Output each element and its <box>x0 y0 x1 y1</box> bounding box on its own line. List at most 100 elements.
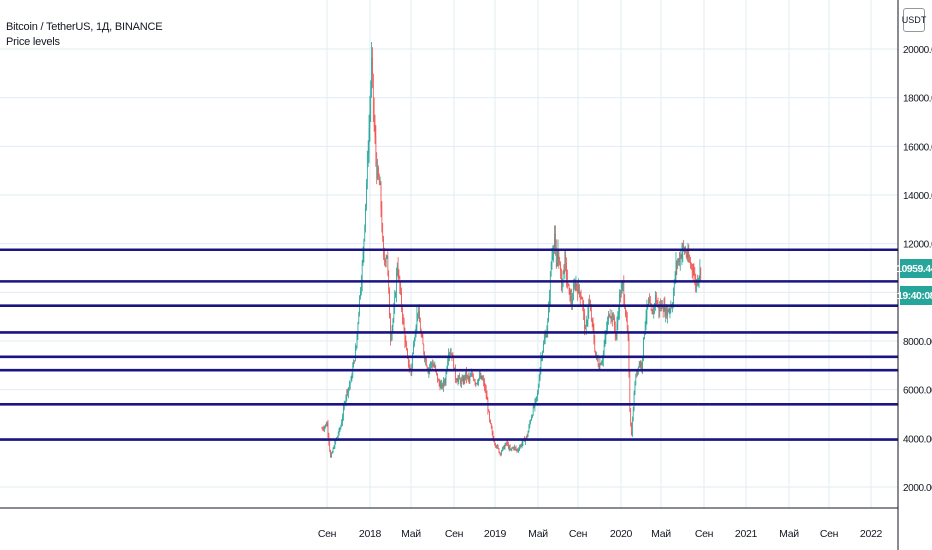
candle-body <box>479 375 480 379</box>
candle-body <box>415 326 417 335</box>
candle-body <box>390 335 392 340</box>
candle-body <box>468 377 470 380</box>
candle-body <box>538 386 539 394</box>
candle-body <box>680 255 682 258</box>
candle-body <box>471 374 472 377</box>
candle-body <box>397 265 399 276</box>
candle-body <box>453 356 454 370</box>
x-tick-label[interactable]: Май <box>401 528 421 540</box>
candle-body <box>506 442 507 444</box>
x-tick-label[interactable]: Май <box>651 528 671 540</box>
y-tick-label[interactable]: 4000.00 <box>903 434 932 445</box>
candle-body <box>642 357 643 369</box>
candle-body <box>543 343 544 352</box>
candle-body <box>643 338 644 358</box>
x-tick-label[interactable]: 2022 <box>860 528 883 540</box>
candle-body <box>544 339 545 344</box>
candle-body <box>408 357 409 366</box>
indicator-label[interactable]: Price levels <box>6 36 60 48</box>
candle-body <box>645 317 647 323</box>
candle-body <box>574 284 576 287</box>
candle-body <box>591 319 593 321</box>
candle-body <box>323 429 325 430</box>
x-tick-label[interactable]: 2019 <box>484 528 507 540</box>
candle-body <box>512 447 513 449</box>
x-tick-label[interactable]: Сен <box>318 528 337 540</box>
y-tick-label[interactable]: 6000.00 <box>903 386 932 397</box>
candle-body <box>395 293 396 297</box>
candle-body <box>696 280 697 288</box>
candle-body <box>673 280 675 293</box>
candle-body <box>339 428 341 430</box>
candle-body <box>598 365 600 370</box>
x-tick-label[interactable]: Сен <box>695 528 714 540</box>
x-tick-label[interactable]: Май <box>528 528 548 540</box>
y-tick-label[interactable]: 14000.00 <box>903 191 932 202</box>
candle-body <box>371 57 372 89</box>
y-tick-label[interactable]: 12000.00 <box>903 240 932 251</box>
y-tick-label[interactable]: 18000.00 <box>903 94 932 105</box>
candle-body <box>621 284 623 289</box>
y-tick-label[interactable]: 16000.00 <box>903 142 932 153</box>
grid-lines <box>0 0 898 508</box>
candle-body <box>583 304 584 313</box>
y-tick-label[interactable]: 2000.00 <box>903 483 932 494</box>
x-tick-label[interactable]: 2018 <box>359 528 382 540</box>
candle-body <box>358 313 360 325</box>
candle-body <box>589 300 590 306</box>
candle-body <box>449 353 451 355</box>
candle-body <box>673 292 674 307</box>
candle-body <box>640 363 642 367</box>
candle-body <box>373 106 375 126</box>
candle-body <box>360 291 361 296</box>
candle-body <box>615 334 617 337</box>
candle-body <box>324 426 325 430</box>
candle-body <box>648 298 649 305</box>
candle-body <box>676 261 678 266</box>
candle-body <box>426 358 427 367</box>
candle-body <box>668 310 670 312</box>
x-tick-label[interactable]: Сен <box>445 528 464 540</box>
candle-body <box>496 445 497 448</box>
x-tick-label[interactable]: 2020 <box>610 528 633 540</box>
symbol-title[interactable]: Bitcoin / TetherUS, 1Д, BINANCE <box>6 21 163 33</box>
candle-body <box>611 313 613 319</box>
y-tick-label[interactable]: 8000.00 <box>903 337 932 348</box>
candle-body <box>459 376 460 380</box>
currency-button[interactable]: USDT <box>902 8 926 32</box>
candle-body <box>348 387 349 393</box>
y-tick-label[interactable]: 20000.00 <box>903 45 932 56</box>
candle-body <box>396 273 397 294</box>
candle-body <box>422 337 424 345</box>
candle-body <box>564 254 566 273</box>
candle-body <box>457 378 459 382</box>
candle-body <box>504 445 506 449</box>
x-tick-label[interactable]: Сен <box>569 528 588 540</box>
candle-body <box>451 353 453 357</box>
x-tick-label[interactable]: Сен <box>820 528 839 540</box>
candle-body <box>498 448 500 453</box>
candle-body <box>631 423 632 436</box>
candle-body <box>670 306 672 310</box>
candle-body <box>585 322 587 330</box>
candle-body <box>356 333 358 346</box>
candle-body <box>337 436 338 438</box>
candle-body <box>594 340 596 351</box>
candle-body <box>325 424 327 426</box>
candle-body <box>447 361 448 369</box>
x-tick-label[interactable]: Май <box>779 528 799 540</box>
candle-body <box>439 383 441 389</box>
x-tick-label[interactable]: 2021 <box>735 528 758 540</box>
candle-body <box>434 365 436 367</box>
candle-body <box>509 446 511 450</box>
chart-legend[interactable]: Bitcoin / TetherUS, 1Д, BINANCE Price le… <box>6 20 163 50</box>
candle-body <box>402 317 404 321</box>
candle-body <box>407 350 408 358</box>
x-axis-labels[interactable]: Сен 2018 Май Сен 2019 Май Сен 2020 Май Сен 2021 Май… <box>318 528 883 540</box>
candle-body <box>527 431 529 437</box>
candle-body <box>417 312 419 315</box>
candle-body <box>345 396 347 403</box>
candle-body <box>469 376 471 380</box>
candle-body <box>559 262 560 264</box>
